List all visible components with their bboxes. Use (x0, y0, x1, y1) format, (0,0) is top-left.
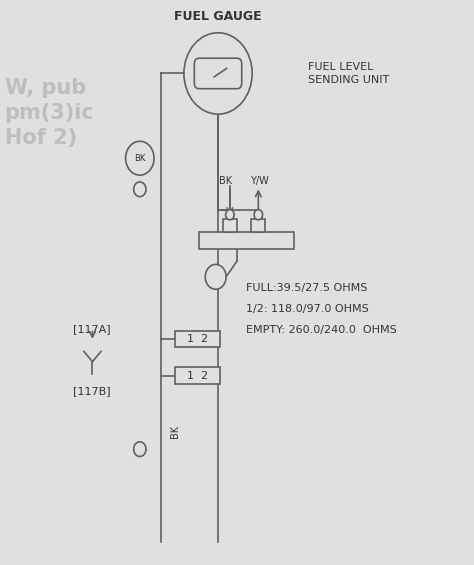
Text: BK: BK (170, 425, 181, 438)
Text: FUEL GAUGE: FUEL GAUGE (174, 10, 262, 23)
Text: FULL:39.5/27.5 OHMS: FULL:39.5/27.5 OHMS (246, 282, 368, 293)
Circle shape (205, 264, 226, 289)
Text: BK: BK (219, 176, 232, 186)
Bar (175, 331, 220, 347)
Bar (175, 367, 220, 384)
Circle shape (134, 442, 146, 457)
Text: FUEL LEVEL
SENDING UNIT: FUEL LEVEL SENDING UNIT (308, 62, 389, 85)
Circle shape (126, 141, 154, 175)
Text: EMPTY: 260.0/240.0  OHMS: EMPTY: 260.0/240.0 OHMS (246, 325, 397, 336)
Bar (223, 219, 237, 232)
Text: 1/2: 118.0/97.0 OHMS: 1/2: 118.0/97.0 OHMS (246, 304, 369, 314)
Circle shape (134, 182, 146, 197)
Text: [117A]: [117A] (73, 324, 111, 334)
Bar (199, 232, 294, 249)
Bar (251, 219, 265, 232)
Circle shape (184, 33, 252, 114)
Text: W, pub
pm(3)ic
Hof 2): W, pub pm(3)ic Hof 2) (5, 78, 94, 148)
FancyBboxPatch shape (194, 58, 242, 89)
Text: 1  2: 1 2 (187, 334, 209, 344)
Text: [117B]: [117B] (73, 386, 111, 396)
Circle shape (254, 210, 263, 220)
Text: BK: BK (134, 154, 146, 163)
Text: 1  2: 1 2 (187, 371, 209, 381)
Text: Y/W: Y/W (250, 176, 269, 186)
Circle shape (226, 210, 234, 220)
